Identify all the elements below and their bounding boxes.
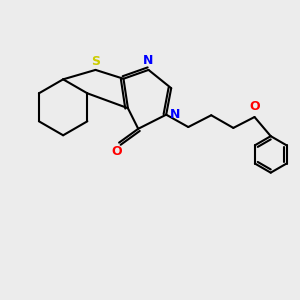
Text: O: O [249,100,260,113]
Text: N: N [143,54,154,67]
Text: S: S [91,55,100,68]
Text: O: O [111,145,122,158]
Text: N: N [170,108,180,121]
